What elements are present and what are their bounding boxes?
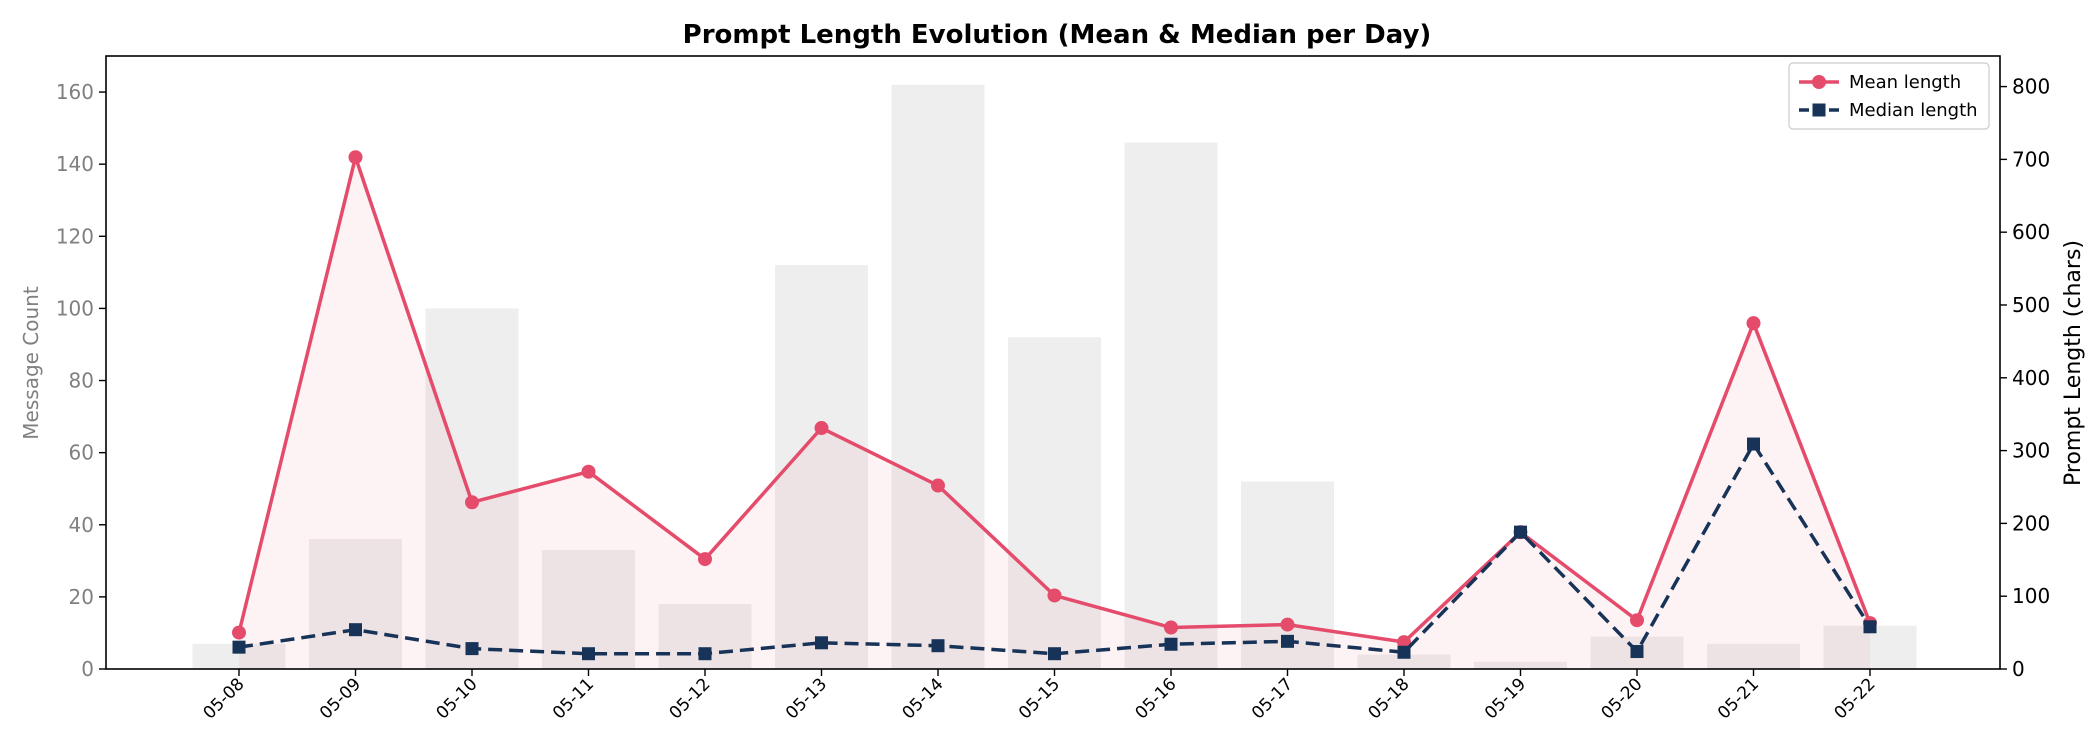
legend-marker xyxy=(1812,75,1826,89)
data-point xyxy=(1747,437,1760,451)
y-axis-left-label: Message Count xyxy=(19,286,43,440)
data-point xyxy=(1164,620,1178,635)
y-tick-label-right: 100 xyxy=(2012,584,2050,608)
bar xyxy=(1008,337,1101,669)
legend-label: Median length xyxy=(1849,100,1978,121)
y-tick-label-right: 400 xyxy=(2012,366,2050,390)
data-point xyxy=(815,636,828,650)
bar xyxy=(425,308,519,669)
data-point xyxy=(1281,634,1294,648)
x-tick-label: 05-14 xyxy=(898,674,947,723)
x-tick-label: 05-20 xyxy=(1597,674,1646,723)
y-tick-label-right: 700 xyxy=(2012,147,2050,171)
legend-label: Mean length xyxy=(1849,72,1961,93)
x-tick-label: 05-15 xyxy=(1015,674,1064,723)
x-tick-label: 05-08 xyxy=(199,674,248,723)
data-point xyxy=(1630,645,1644,659)
data-point xyxy=(581,464,596,479)
data-point xyxy=(1863,620,1877,634)
y-axis-right-label: Prompt Length (chars) xyxy=(2061,240,2086,486)
plot-frame xyxy=(105,55,2001,670)
x-tick-label: 05-11 xyxy=(549,674,598,723)
y-tick-label-left: 120 xyxy=(56,224,94,248)
data-point xyxy=(1514,525,1527,539)
data-point xyxy=(348,150,363,165)
data-point xyxy=(232,625,246,640)
data-point xyxy=(465,642,479,656)
x-tick-label: 05-12 xyxy=(665,674,714,723)
y-tick-label-right: 800 xyxy=(2012,75,2050,99)
data-point xyxy=(465,495,479,510)
chart-title: Prompt Length Evolution (Mean & Median p… xyxy=(683,20,1432,50)
y-tick-label-right: 300 xyxy=(2012,439,2050,463)
y-axis-left: 0 20 40 60 80 100 120 140 160 xyxy=(56,80,106,681)
bar xyxy=(1357,654,1451,669)
data-point xyxy=(1397,635,1411,650)
x-tick-label: 05-18 xyxy=(1364,674,1413,723)
y-tick-label-left: 160 xyxy=(56,80,94,104)
data-point xyxy=(1047,588,1062,603)
legend-item-mean: Mean length xyxy=(1799,72,1961,93)
x-tick-label: 05-21 xyxy=(1714,674,1763,723)
data-point xyxy=(814,421,829,436)
data-point xyxy=(582,647,595,661)
legend-item-median: Median length xyxy=(1799,100,1978,121)
y-tick-label-left: 60 xyxy=(69,441,94,465)
bar xyxy=(1474,661,1567,669)
x-tick-label: 05-22 xyxy=(1830,674,1879,723)
x-tick-label: 05-09 xyxy=(316,674,365,723)
y-axis-right: 0 100 200 300 400 500 600 700 800 xyxy=(2000,75,2050,681)
median-length-series xyxy=(232,437,1877,661)
data-point xyxy=(1164,637,1178,651)
legend-box xyxy=(1788,62,1990,130)
mean-area-fill xyxy=(239,157,1870,669)
x-tick-label: 05-17 xyxy=(1248,674,1297,723)
y-tick-label-left: 20 xyxy=(69,585,94,609)
x-tick-label: 05-16 xyxy=(1131,674,1180,723)
bar xyxy=(891,84,985,670)
bar xyxy=(1124,142,1218,669)
data-point xyxy=(232,640,246,654)
data-point xyxy=(349,623,362,637)
y-tick-label-left: 0 xyxy=(81,657,94,681)
data-point xyxy=(698,552,712,567)
y-tick-label-right: 200 xyxy=(2012,511,2050,535)
x-tick-label: 05-10 xyxy=(432,674,481,723)
y-tick-label-right: 0 xyxy=(2012,657,2025,681)
x-tick-label: 05-19 xyxy=(1481,674,1530,723)
data-point xyxy=(1630,613,1644,628)
data-point xyxy=(1397,645,1411,659)
y-tick-label-left: 140 xyxy=(56,152,94,176)
data-point xyxy=(1280,617,1295,632)
data-point xyxy=(931,639,945,653)
bar xyxy=(309,539,402,669)
y-tick-label-left: 80 xyxy=(69,369,94,393)
y-tick-label-right: 500 xyxy=(2012,293,2050,317)
x-axis: 05-08 05-09 05-10 05-11 05-12 05-13 05-14 05-15… xyxy=(199,669,1880,723)
bar xyxy=(1707,643,1800,669)
y-tick-label-left: 100 xyxy=(56,296,94,320)
data-point xyxy=(931,478,945,493)
legend: Mean length Median length xyxy=(1788,62,1990,130)
legend-marker xyxy=(1812,103,1826,117)
data-point xyxy=(1746,316,1761,331)
bar xyxy=(775,265,868,669)
y-tick-label-right: 600 xyxy=(2012,220,2050,244)
data-point xyxy=(698,647,712,661)
x-tick-label: 05-13 xyxy=(782,674,831,723)
data-point xyxy=(1048,647,1061,661)
y-tick-label-left: 40 xyxy=(69,513,94,537)
